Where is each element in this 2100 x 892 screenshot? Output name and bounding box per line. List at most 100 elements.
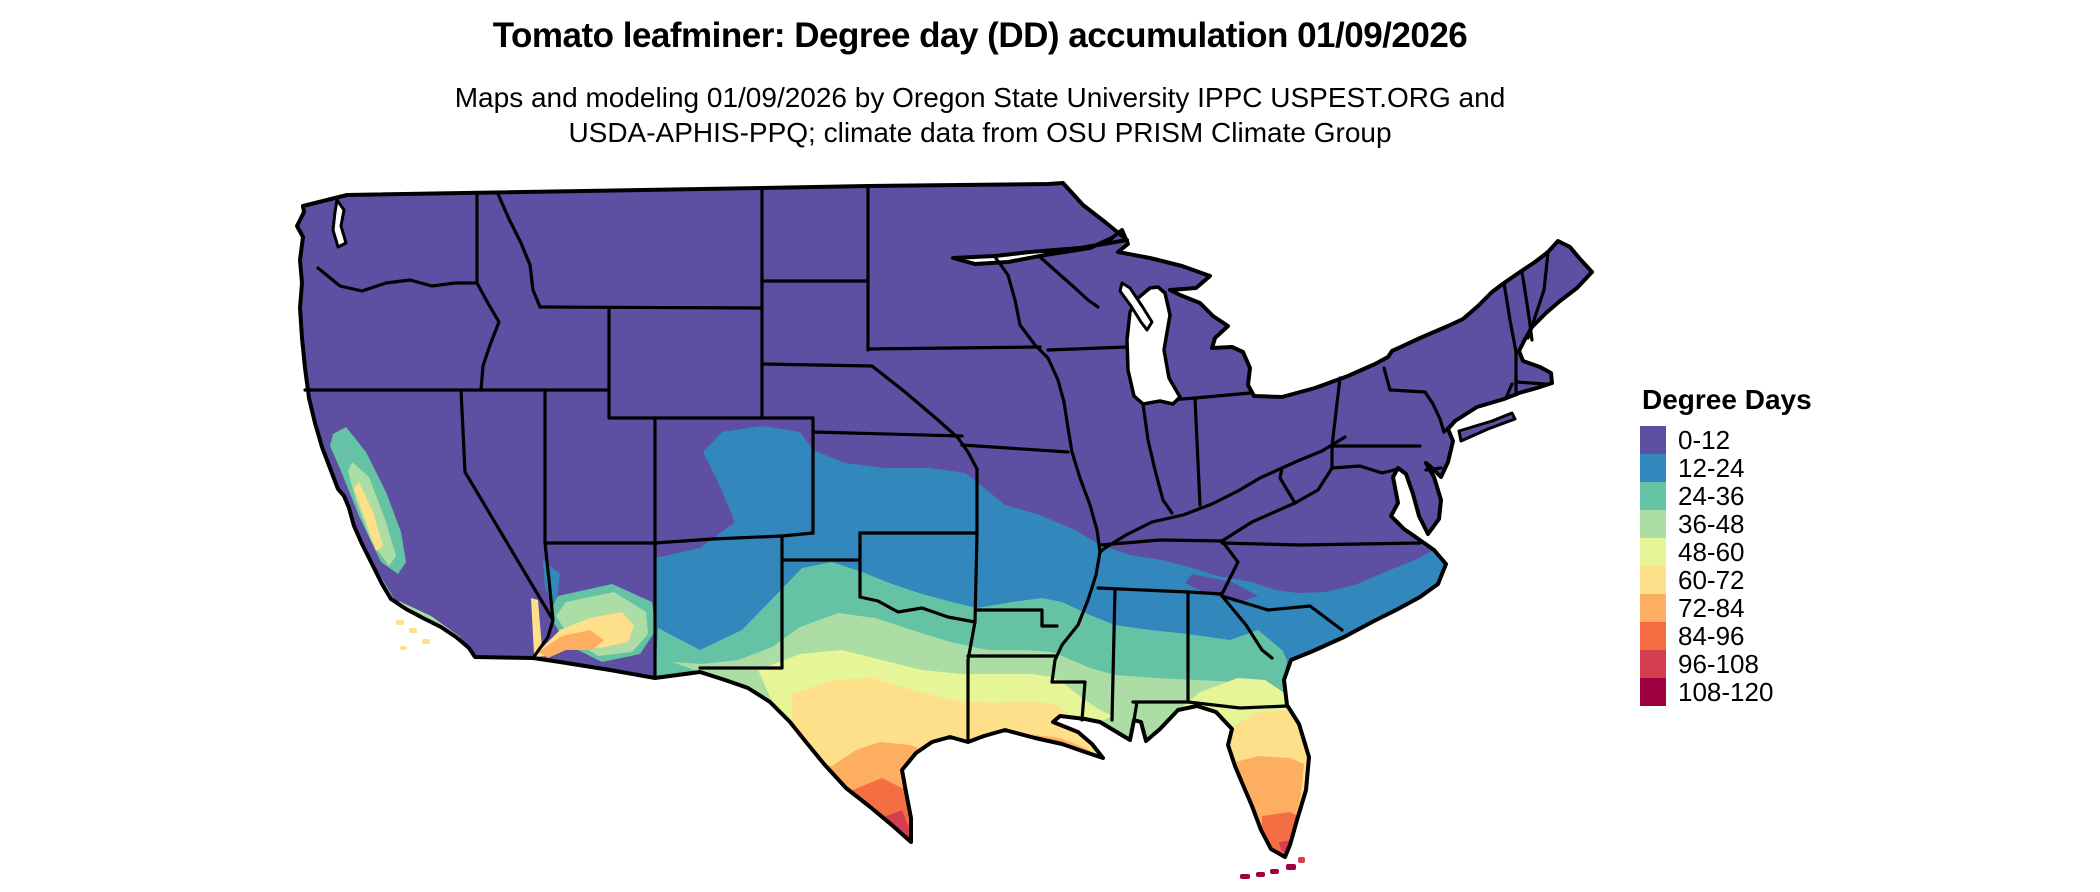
florida-keys-2 [1256,872,1265,877]
legend-swatch-12-24 [1640,454,1666,482]
fill-72-84-socal-dot [443,643,463,657]
legend-row-12-24: 12-24 [1640,452,1812,483]
border-ny-vt [1502,281,1518,354]
border-ohio-river [1098,435,1347,554]
legend-row-24-36: 24-36 [1640,480,1812,511]
border-sd-ne [760,362,874,368]
legend-title: Degree Days [1642,384,1812,415]
fill-60-72-panhandle-coast [1160,730,1234,746]
border-ga-sc [1220,594,1274,660]
border-ca-nv-az [459,388,555,660]
legend-label-48-60: 48-60 [1678,536,1745,567]
legend-rows: 0-12 12-24 24-36 36-48 48-60 60-72 72-84 84-96 9… [1640,424,1812,707]
raster-fill-layers [297,183,1592,857]
fill-60-72-valley-sliver [354,482,383,551]
border-ar-mo [975,608,1059,628]
legend-swatch-36-48 [1640,510,1666,538]
legend-swatch-72-84 [1640,594,1666,622]
legend-row-48-60: 48-60 [1640,536,1812,567]
isle-royale [972,220,984,224]
map-title: Tomato leafminer: Degree day (DD) accumu… [492,16,1468,55]
border-mn-wi [993,255,1037,347]
legend-swatch-96-108 [1640,650,1666,678]
border-ok-ar [973,531,979,624]
border-co-nm [653,531,815,545]
puget-sound [331,198,348,249]
border-id-mt [496,192,542,309]
legend-swatch-108-120 [1640,678,1666,706]
border-mt-wy [538,305,764,310]
legend-row-84-96: 84-96 [1640,620,1812,651]
legend-label-0-12: 0-12 [1678,424,1731,455]
legend-label-72-84: 72-84 [1678,592,1745,623]
legend-row-36-48: 36-48 [1640,508,1812,539]
border-ok-panhandle [780,531,862,599]
legend-label-60-72: 60-72 [1678,564,1745,595]
map-subtitle: Maps and modeling 01/09/2026 by Oregon S… [0,80,1960,150]
border-tn-nc [1220,539,1240,596]
border-mn-ia [866,345,1042,351]
islands [396,220,1517,879]
border-pa-ny [1382,366,1427,394]
channel-island-1 [396,620,404,625]
border-nc-sc [1220,594,1344,632]
border-tn-ky [1098,538,1224,547]
legend-label-84-96: 84-96 [1678,620,1745,651]
border-la-ms [1050,680,1087,722]
border-red-river [858,595,977,624]
border-ms-al [1110,588,1117,722]
legend-label-24-36: 24-36 [1678,480,1745,511]
legend-label-96-108: 96-108 [1678,648,1759,679]
border-delaware-river [1423,390,1446,434]
border-idaho-west [475,193,501,392]
fill-72-84-arizona [538,630,604,658]
border-wi-il [1046,345,1129,352]
legend-swatch-84-96 [1640,622,1666,650]
border-ne-ks [811,430,964,438]
fill-appalachia-purple-wedge [1185,574,1258,603]
legend-label-36-48: 36-48 [1678,508,1745,539]
border-ia-mo [960,443,1070,454]
legend-swatch-24-36 [1640,482,1666,510]
border-nm-tx [698,558,784,670]
fill-60-72-colorado-river [531,598,542,654]
border-il-in [1141,402,1174,515]
channel-island-4 [400,646,407,650]
us-outline [295,181,1594,859]
florida-keys-5 [1298,857,1305,863]
border-ga-fl [1186,700,1289,710]
border-wa-or [316,266,479,293]
legend-swatch-48-60 [1640,538,1666,566]
green-bay [1118,281,1154,332]
border-potomac [1330,444,1400,475]
border-mississippi-river [1033,343,1102,684]
channel-island-2 [409,628,417,633]
border-ky-va [1220,501,1297,543]
map-subtitle-line1: Maps and modeling 01/09/2026 by Oregon S… [454,82,1506,113]
legend-swatch-0-12 [1640,426,1666,454]
border-oh-pa [1330,376,1342,448]
legend-row-72-84: 72-84 [1640,592,1812,623]
border-tn-south [1096,586,1224,596]
long-island [1457,411,1517,443]
legend: Degree Days 0-12 12-24 24-36 36-48 48-60 60-7… [1640,384,1812,707]
border-nv-az [543,541,555,622]
legend-row-60-72: 60-72 [1640,564,1812,595]
state-borders [303,184,1550,744]
legend-swatch-60-72 [1640,566,1666,594]
legend-label-12-24: 12-24 [1678,452,1745,483]
florida-keys-1 [1240,874,1250,879]
legend-row-96-108: 96-108 [1640,648,1812,679]
border-nh-me [1526,251,1550,340]
map-subtitle-line2: USDA-APHIS-PPQ; climate data from OSU PR… [568,117,1392,148]
coastline [295,181,1594,859]
border-va-nc [1220,541,1422,547]
apostle-islands [1004,244,1014,248]
border-up-wi [1038,255,1100,309]
florida-keys-4 [1286,864,1296,870]
legend-row-108-120: 108-120 [1640,676,1812,707]
border-tx-la [966,620,977,744]
legend-label-108-120: 108-120 [1678,676,1774,707]
